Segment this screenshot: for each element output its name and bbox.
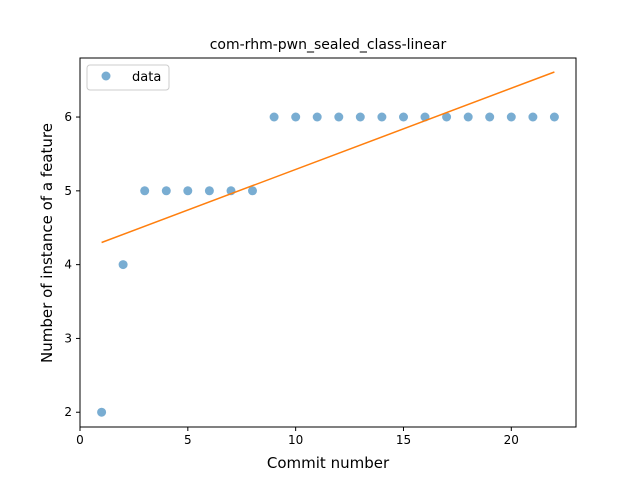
- axes: 0 5 10 15 20 2 3 4 5 6: [64, 57, 577, 447]
- data-point: [204, 186, 214, 196]
- data-point: [118, 260, 128, 270]
- y-tick-label: 3: [64, 331, 72, 345]
- data-point: [528, 112, 538, 122]
- data-point: [442, 112, 452, 122]
- x-tick-label: 10: [288, 433, 303, 447]
- data-point: [291, 112, 301, 122]
- legend-label: data: [132, 70, 161, 85]
- data-point: [399, 112, 408, 122]
- data-point: [140, 186, 150, 196]
- data-point: [269, 112, 279, 122]
- legend: data: [86, 64, 170, 91]
- y-tick-label: 4: [64, 258, 72, 272]
- data-point: [161, 186, 171, 196]
- data-point: [463, 112, 473, 122]
- data-point: [549, 112, 559, 122]
- x-axis-label: Commit number: [267, 454, 390, 472]
- data-point: [183, 186, 193, 196]
- data-point: [97, 407, 107, 417]
- x-tick-label: 15: [396, 433, 411, 447]
- data-point: [377, 112, 387, 122]
- x-tick-label: 20: [504, 433, 519, 447]
- data-point: [248, 186, 257, 196]
- legend-box: [86, 64, 170, 91]
- chart-title: com-rhm-pwn_sealed_class-linear: [210, 37, 447, 53]
- fit-line: [101, 71, 555, 244]
- data-point: [355, 112, 365, 122]
- legend-marker: [101, 71, 111, 81]
- plot-area: [97, 71, 559, 417]
- data-point: [485, 112, 495, 122]
- data-point: [312, 112, 322, 122]
- x-tick-label: 0: [76, 433, 84, 447]
- y-tick-label: 2: [64, 405, 72, 419]
- data-point: [334, 112, 344, 122]
- x-tick-label: 5: [184, 433, 192, 447]
- axes-frame: [79, 57, 577, 428]
- y-tick-label: 5: [64, 184, 72, 198]
- y-tick-label: 6: [64, 110, 72, 124]
- data-point: [506, 112, 516, 122]
- y-axis-label: Number of instance of a feature: [38, 123, 56, 363]
